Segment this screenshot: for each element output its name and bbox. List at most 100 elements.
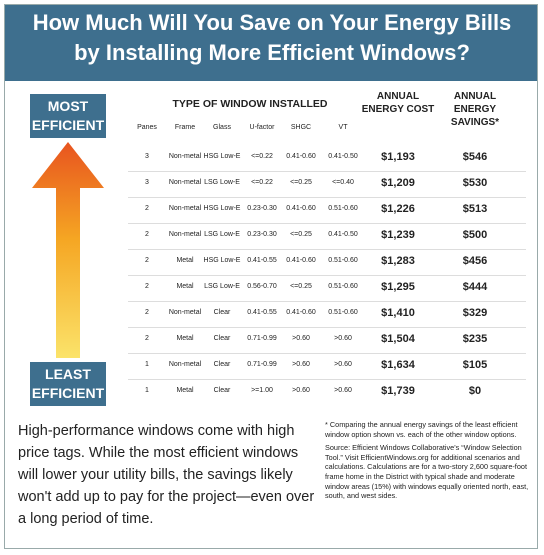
- table-cell: 0.41-0.55: [247, 309, 277, 316]
- table-cell: 2: [145, 205, 149, 212]
- footnote: * Comparing the annual energy savings of…: [325, 420, 530, 505]
- energy-savings: $513: [462, 203, 488, 215]
- table-cell: 0.23-0.30: [247, 231, 277, 238]
- table-cell: 3: [145, 179, 149, 186]
- energy-cost: $1,283: [381, 255, 415, 267]
- table-cell: HSG Low-E: [203, 257, 241, 264]
- table-cell: Clear: [213, 309, 231, 316]
- row-divider: [128, 301, 526, 302]
- table-cell: <=0.22: [251, 179, 273, 186]
- table-cell: 2: [145, 231, 149, 238]
- table-cell: >0.60: [334, 361, 352, 368]
- header-band: [5, 5, 537, 81]
- column-header: ANNUAL ENERGY COST: [361, 91, 435, 115]
- row-divider: [128, 197, 526, 198]
- column-header: Glass: [213, 124, 231, 131]
- table-cell: 2: [145, 309, 149, 316]
- table-cell: 1: [145, 387, 149, 394]
- table-cell: Metal: [176, 257, 194, 264]
- table-cell: Non-metal: [168, 179, 202, 186]
- table-cell: Metal: [176, 283, 194, 290]
- group-header: TYPE OF WINDOW INSTALLED: [172, 98, 328, 110]
- row-divider: [128, 171, 526, 172]
- column-header: SHGC: [290, 124, 312, 131]
- row-divider: [128, 249, 526, 250]
- table-cell: LSG Low-E: [204, 283, 240, 290]
- table-cell: 0.41-0.60: [286, 309, 316, 316]
- table-cell: 2: [145, 335, 149, 342]
- energy-savings: $456: [462, 255, 488, 267]
- table-cell: Non-metal: [168, 361, 202, 368]
- table-cell: LSG Low-E: [204, 179, 240, 186]
- efficiency-arrow: [32, 142, 104, 358]
- table-cell: >0.60: [334, 335, 352, 342]
- footnote-source: Source: Efficient Windows Collaborative'…: [325, 443, 529, 501]
- least-efficient-label: LEAST EFFICIENT: [30, 362, 106, 406]
- table-cell: 0.51-0.60: [328, 309, 358, 316]
- energy-cost: $1,739: [381, 385, 415, 397]
- most-efficient-label: MOST EFFICIENT: [30, 94, 106, 138]
- table-cell: 0.41-0.60: [286, 153, 316, 160]
- column-header: U-factor: [249, 124, 275, 131]
- table-cell: 2: [145, 283, 149, 290]
- footnote-note: * Comparing the annual energy savings of…: [325, 420, 518, 439]
- energy-savings: $0: [468, 385, 482, 397]
- table-cell: Non-metal: [168, 309, 202, 316]
- table-cell: <=0.22: [251, 153, 273, 160]
- table-cell: >0.60: [292, 361, 310, 368]
- table-cell: <=0.25: [290, 231, 312, 238]
- energy-savings: $500: [462, 229, 488, 241]
- table-cell: >0.60: [292, 387, 310, 394]
- table-cell: 0.41-0.60: [286, 205, 316, 212]
- energy-cost: $1,295: [381, 281, 415, 293]
- table-cell: <=0.25: [290, 283, 312, 290]
- table-cell: 0.56-0.70: [247, 283, 277, 290]
- table-cell: Clear: [213, 335, 231, 342]
- table-cell: 0.41-0.55: [247, 257, 277, 264]
- column-header: Frame: [174, 124, 196, 131]
- column-header: VT: [338, 124, 348, 131]
- table-cell: Clear: [213, 361, 231, 368]
- energy-cost: $1,209: [381, 177, 415, 189]
- energy-cost: $1,193: [381, 151, 415, 163]
- table-cell: 1: [145, 361, 149, 368]
- energy-savings: $530: [462, 177, 488, 189]
- row-divider: [128, 327, 526, 328]
- row-divider: [128, 379, 526, 380]
- table-cell: <=0.25: [290, 179, 312, 186]
- table-cell: >0.60: [292, 335, 310, 342]
- table-cell: 3: [145, 153, 149, 160]
- table-cell: Clear: [213, 387, 231, 394]
- table-cell: <=0.40: [332, 179, 354, 186]
- table-cell: HSG Low-E: [203, 205, 241, 212]
- table-cell: LSG Low-E: [204, 231, 240, 238]
- table-cell: 0.71-0.99: [247, 361, 277, 368]
- table-cell: >0.60: [334, 387, 352, 394]
- table-cell: 0.71-0.99: [247, 335, 277, 342]
- table-cell: 2: [145, 257, 149, 264]
- energy-savings: $329: [462, 307, 488, 319]
- table-cell: Non-metal: [168, 205, 202, 212]
- table-cell: Non-metal: [168, 153, 202, 160]
- energy-savings: $105: [462, 359, 488, 371]
- table-cell: 0.41-0.60: [286, 257, 316, 264]
- table-cell: Non-metal: [168, 231, 202, 238]
- energy-cost: $1,239: [381, 229, 415, 241]
- row-divider: [128, 275, 526, 276]
- row-divider: [128, 223, 526, 224]
- table-cell: 0.41-0.50: [328, 153, 358, 160]
- table-cell: Metal: [176, 335, 194, 342]
- row-divider: [128, 353, 526, 354]
- energy-savings: $235: [462, 333, 488, 345]
- energy-savings: $444: [462, 281, 488, 293]
- body-text: High-performance windows come with high …: [18, 423, 315, 527]
- table-cell: 0.51-0.60: [328, 257, 358, 264]
- energy-savings: $546: [462, 151, 488, 163]
- column-header: Panes: [137, 124, 157, 131]
- energy-cost: $1,226: [381, 203, 415, 215]
- frame: [4, 4, 538, 549]
- table-cell: HSG Low-E: [203, 153, 241, 160]
- table-cell: 0.51-0.60: [328, 205, 358, 212]
- energy-cost: $1,410: [381, 307, 415, 319]
